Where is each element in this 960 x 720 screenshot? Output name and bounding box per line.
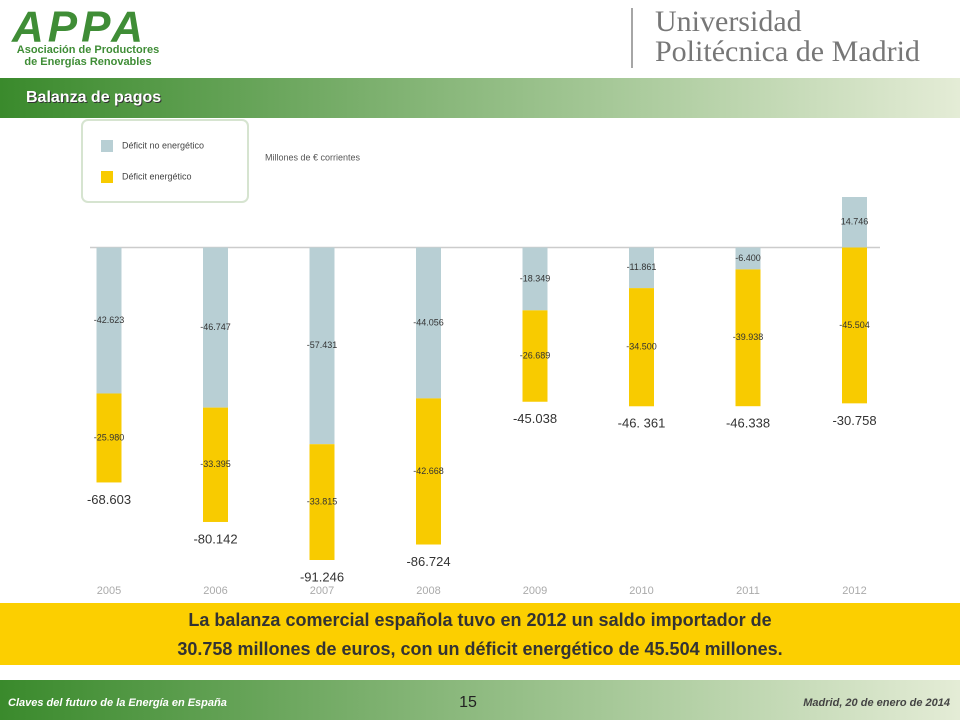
footer-right: Madrid, 20 de enero de 2014 [803, 697, 950, 709]
bar [203, 247, 228, 408]
bar [96, 247, 122, 394]
value-label: -25.980 [94, 432, 125, 442]
value-label: -39.938 [733, 332, 764, 342]
value-label: -26.689 [520, 350, 551, 360]
value-label: 14.746 [841, 217, 869, 227]
unit-label: Millones de € corrientes [265, 152, 361, 162]
total-label: -46. 361 [618, 416, 666, 431]
value-label: -33.815 [307, 496, 338, 506]
bar [203, 407, 228, 522]
highlight-text: La balanza comercial española tuvo en 20… [188, 610, 771, 630]
section-bar [0, 78, 960, 118]
total-label: -30.758 [832, 413, 876, 428]
bar [629, 288, 654, 407]
value-label: -57.431 [307, 340, 338, 350]
logo: APPA [11, 3, 147, 52]
x-tick-label: 2009 [523, 585, 547, 597]
total-label: -46.338 [726, 416, 770, 431]
legend-swatch [101, 140, 113, 152]
highlight-text: 30.758 millones de euros, con un déficit… [177, 639, 782, 659]
total-label: -80.142 [193, 531, 237, 546]
bar [842, 197, 867, 248]
value-label: -18.349 [520, 273, 551, 283]
total-label: -86.724 [406, 554, 450, 569]
value-label: -42.623 [94, 315, 125, 325]
x-tick-label: 2005 [97, 585, 121, 597]
legend-label: Déficit energético [122, 171, 192, 181]
value-label: -6.400 [735, 253, 761, 263]
highlight-box [0, 603, 960, 665]
legend-swatch [101, 171, 113, 183]
footer-bar [0, 680, 960, 720]
bar [522, 247, 548, 311]
x-tick-label: 2011 [736, 585, 760, 597]
section-shadow: Balanza de pagos [27, 90, 162, 107]
section-title: Balanza de pagos [26, 89, 161, 106]
legend [81, 119, 249, 203]
bar [96, 393, 122, 483]
bar [416, 398, 441, 545]
value-label: -33.395 [200, 459, 231, 469]
x-tick-label: 2008 [416, 585, 440, 597]
logo-subtitle: de Energías Renovables [24, 56, 151, 68]
bar [735, 269, 761, 407]
bar [842, 247, 867, 404]
value-label: -34.500 [626, 342, 657, 352]
value-label: -42.668 [413, 466, 444, 476]
x-tick-label: 2007 [310, 585, 334, 597]
bar [735, 247, 761, 270]
x-tick-label: 2012 [842, 585, 866, 597]
value-label: -45.504 [839, 320, 870, 330]
legend-label: Déficit no energético [122, 140, 204, 150]
university: Politécnica de Madrid [655, 35, 920, 68]
total-label: -68.603 [87, 492, 131, 507]
footer-left: Claves del futuro de la Energía en Españ… [8, 697, 227, 709]
bar [416, 247, 441, 399]
x-tick-label: 2006 [203, 585, 227, 597]
value-label: -44.056 [413, 317, 444, 327]
page-number: 15 [459, 694, 477, 711]
bar [522, 310, 548, 402]
bar [629, 247, 654, 289]
bar [309, 444, 335, 560]
value-label: -11.861 [627, 262, 657, 272]
value-label: -46.747 [200, 322, 231, 332]
total-label: -45.038 [513, 411, 557, 426]
university: Universidad [655, 5, 802, 38]
x-tick-label: 2010 [629, 585, 653, 597]
total-label: -91.246 [300, 569, 344, 584]
bar [309, 247, 335, 445]
logo-subtitle: Asociación de Productores [17, 44, 159, 56]
